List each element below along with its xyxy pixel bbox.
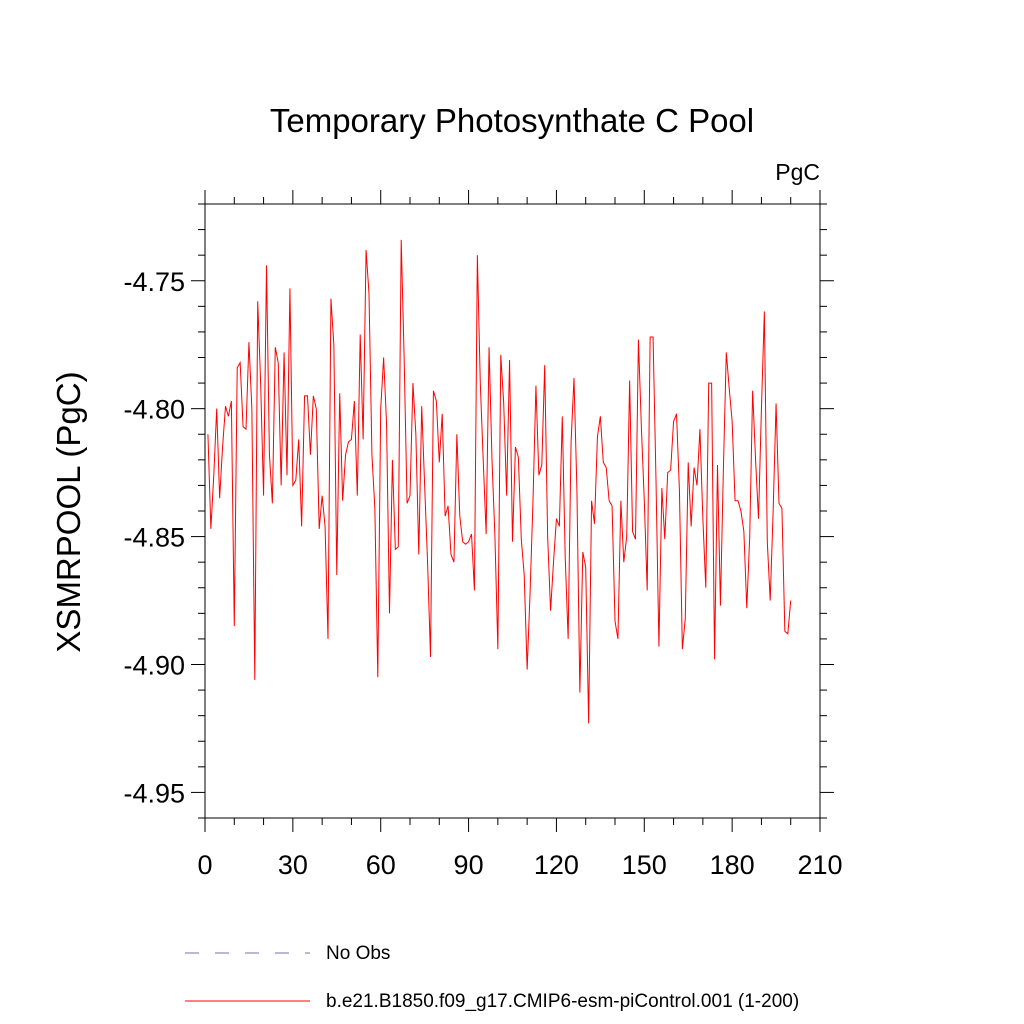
axis-tick-labels: 0 30 60 90 120 150 180 210 -4.95 -4.90 -4.85 -4.80 -…	[123, 267, 842, 880]
axis-ticks	[191, 190, 834, 832]
x-tick-label: 180	[710, 850, 755, 880]
y-tick-label: -4.90	[123, 651, 185, 681]
x-tick-label: 0	[197, 850, 212, 880]
chart-title: Temporary Photosynthate C Pool	[270, 102, 754, 139]
legend-label-no-obs: No Obs	[326, 943, 390, 964]
x-tick-label: 90	[454, 850, 484, 880]
x-tick-label: 60	[366, 850, 396, 880]
plot-frame	[204, 203, 821, 819]
legend-label-model-run: b.e21.B1850.f09_g17.CMIP6-esm-piControl.…	[326, 991, 799, 1012]
series-line-0	[207, 239, 792, 724]
y-tick-label: -4.80	[123, 395, 185, 425]
legend: No Obs b.e21.B1850.f09_g17.CMIP6-esm-piC…	[185, 943, 799, 1012]
y-tick-label: -4.85	[123, 523, 185, 553]
y-tick-label: -4.75	[123, 267, 185, 297]
x-tick-label: 120	[534, 850, 579, 880]
x-tick-label: 150	[622, 850, 667, 880]
y-axis-label: XSMRPOOL (PgC)	[50, 371, 87, 652]
units-label: PgC	[775, 159, 820, 185]
y-tick-label: -4.95	[123, 778, 185, 808]
x-tick-label: 210	[797, 850, 842, 880]
series-layer	[207, 239, 792, 724]
x-tick-label: 30	[278, 850, 308, 880]
